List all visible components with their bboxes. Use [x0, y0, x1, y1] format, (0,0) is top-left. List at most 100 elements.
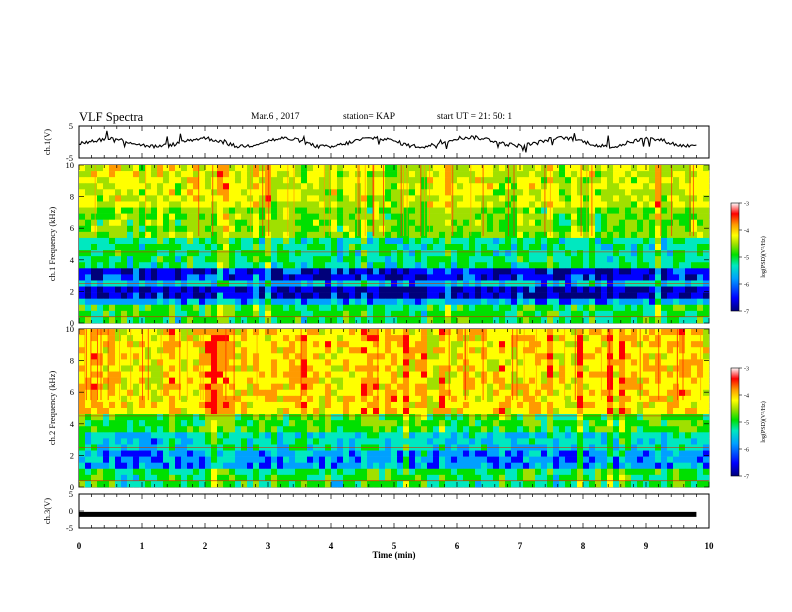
spectrogram-cell [175, 450, 182, 457]
spectrogram-cell [433, 383, 440, 391]
spectrogram-cell [601, 244, 608, 251]
spectrogram-cell [133, 389, 140, 397]
spectrogram-cell [517, 244, 524, 251]
spectrogram-cell [199, 219, 206, 227]
spectrogram-cell [313, 432, 320, 439]
spectrogram-cell [409, 231, 416, 239]
spectrogram-cell [121, 237, 128, 245]
spectrogram-cell [493, 225, 500, 233]
spectrogram-cell [667, 189, 674, 196]
spectrogram-cell [667, 268, 674, 275]
spectrogram-cell [229, 432, 236, 439]
spectrogram-cell [691, 408, 698, 415]
spectrogram-cell [85, 341, 92, 348]
spectrogram-cell [367, 450, 374, 457]
spectrogram-cell [223, 231, 230, 239]
spectrogram-cell [355, 262, 362, 269]
spectrogram-cell [193, 426, 200, 433]
spectrogram-cell [157, 450, 164, 457]
spectrogram-cell [277, 268, 284, 275]
spectrogram-cell [121, 201, 128, 208]
spectrogram-cell [127, 177, 134, 184]
spectrogram-cell [145, 432, 152, 439]
spectrogram-cell [157, 371, 164, 378]
spectrogram-cell [613, 353, 620, 360]
spectrogram-cell [463, 256, 470, 263]
spectrogram-cell [151, 401, 158, 409]
spectrogram-cell [649, 316, 656, 324]
spectrogram-cell [289, 177, 296, 184]
spectrogram-cell [415, 250, 422, 257]
spectrogram-cell [661, 341, 668, 348]
spectrogram-cell [289, 304, 296, 312]
spectrogram-cell [433, 310, 440, 318]
spectrogram-cell [409, 316, 416, 324]
spectrogram-cell [187, 335, 194, 342]
spectrogram-cell [163, 310, 170, 318]
spectrogram-cell [457, 420, 464, 427]
spectrogram-cell [445, 335, 452, 342]
spectrogram-cell [217, 213, 224, 220]
spectrogram-cell [391, 347, 398, 354]
spectrogram-cell [535, 256, 542, 263]
spectrogram-cell [667, 250, 674, 257]
spectrogram-cell [445, 207, 452, 214]
spectrogram-cell [115, 262, 122, 269]
spectrogram-cell [283, 262, 290, 269]
spectrogram-cell [85, 365, 92, 372]
spectrogram-cell [511, 377, 518, 384]
spectrogram-cell [211, 244, 218, 251]
spectrogram-cell [127, 304, 134, 312]
spectrogram-cell [433, 237, 440, 245]
spectrogram-cell [703, 383, 710, 391]
spectrogram-cell [91, 377, 98, 384]
spectrogram-cell [247, 365, 254, 372]
spectrogram-cell [649, 408, 656, 415]
spectrogram-cell [169, 353, 176, 360]
spectrogram-cell [259, 256, 266, 263]
spectrogram-cell [427, 165, 434, 172]
spectrogram-cell [373, 420, 380, 427]
spectrogram-cell [649, 268, 656, 275]
spectrogram-cell [499, 408, 506, 415]
spectrogram-cell [559, 395, 566, 403]
spectrogram-cell [169, 298, 176, 306]
spectrogram-cell [517, 383, 524, 391]
spectrogram-cell [139, 231, 146, 239]
spectrogram-streak [364, 165, 366, 237]
spectrogram-cell [91, 395, 98, 403]
spectrogram-cell [97, 304, 104, 312]
spectrogram-cell [313, 389, 320, 397]
spectrogram-cell [103, 195, 110, 202]
spectrogram-cell [637, 189, 644, 196]
spectrogram-cell [607, 250, 614, 257]
spectrogram-cell [91, 335, 98, 342]
spectrogram-cell [385, 244, 392, 251]
spectrogram-cell [85, 347, 92, 354]
spectrogram-cell [589, 250, 596, 257]
spectrogram-cell [85, 250, 92, 257]
spectrogram-cell [445, 414, 452, 421]
spectrogram-cell [349, 450, 356, 457]
spectrogram-cell [193, 274, 200, 281]
spectrogram-cell [229, 237, 236, 245]
spectrogram-cell [565, 256, 572, 263]
spectrogram-cell [85, 244, 92, 251]
spectrogram-cell [481, 414, 488, 421]
spectrogram-cell [169, 292, 176, 299]
spectrogram-cell [301, 250, 308, 257]
spectrogram-cell [475, 286, 482, 293]
spectrogram-cell [355, 250, 362, 257]
spectrogram-cell [421, 377, 428, 384]
spectrogram-cell [337, 298, 344, 306]
spectrogram-cell [115, 329, 122, 336]
spectrogram-cell [283, 207, 290, 214]
spectrogram-cell [307, 201, 314, 208]
spectrogram-cell [445, 347, 452, 354]
spectrogram-cell [697, 195, 704, 202]
spectrogram-cell [127, 341, 134, 348]
spectrogram-cell [679, 213, 686, 220]
spectrogram-cell [79, 329, 86, 336]
spectrogram-cell [547, 329, 554, 336]
spectrogram-cell [637, 207, 644, 214]
